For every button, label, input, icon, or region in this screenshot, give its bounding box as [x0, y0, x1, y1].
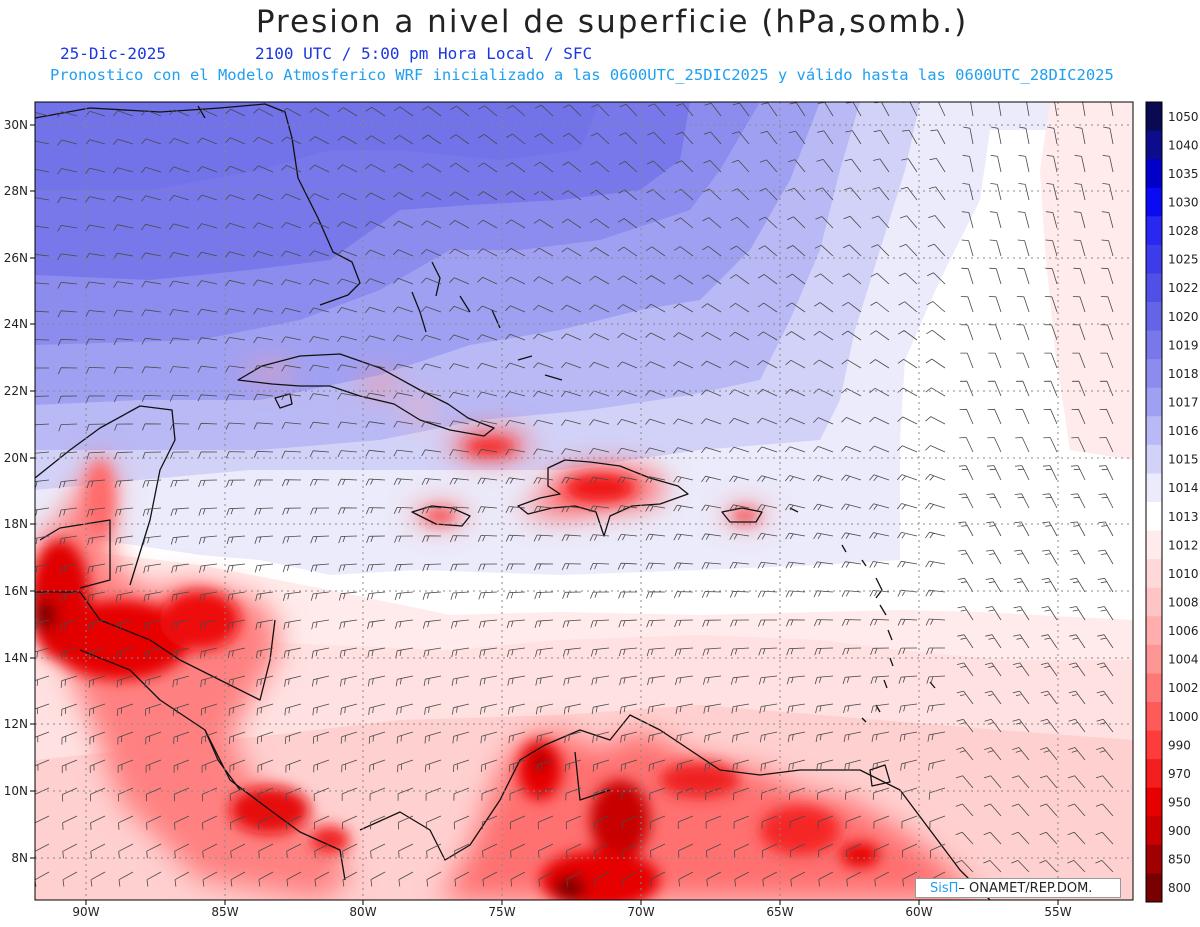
- map-frame: [34, 101, 1134, 901]
- legend-swatch: [1146, 873, 1162, 903]
- legend-swatch: [1146, 359, 1162, 389]
- legend-swatch: [1146, 159, 1162, 189]
- legend-swatch: [1146, 587, 1162, 617]
- lat-tick-label: 14N: [4, 651, 28, 665]
- legend-frame: [1145, 101, 1163, 903]
- lat-axis: 30N 28N 26N 24N 22N 20N 18N 16N 14N 12N …: [4, 118, 28, 865]
- credit-box: SisΠ– ONAMET/REP.DOM.: [915, 878, 1121, 898]
- legend-swatch: [1146, 330, 1162, 360]
- lat-tick-label: 18N: [4, 517, 28, 531]
- pressure-field: [35, 102, 1133, 900]
- legend-level-label: 1000: [1168, 710, 1199, 724]
- lat-tick-label: 20N: [4, 451, 28, 465]
- lon-tick-label: 60W: [905, 905, 932, 919]
- forecast-description: Pronostico con el Modelo Atmosferico WRF…: [50, 66, 1114, 84]
- legend-level-label: 1010: [1168, 567, 1199, 581]
- legend-level-label: 1050: [1168, 110, 1199, 124]
- legend-swatch: [1146, 787, 1162, 817]
- legend-level-label: 1002: [1168, 681, 1199, 695]
- credit-brand: SisΠ: [930, 881, 959, 896]
- color-legend: 1050 1040 1035 1030 1028 1025 1022 1020 1019 1018…: [1145, 101, 1199, 903]
- lon-tick-label: 65W: [766, 905, 793, 919]
- lon-axis: 90W 85W 80W 75W 70W 65W 60W 55W: [72, 905, 1071, 919]
- credit-org: – ONAMET/REP.DOM.: [958, 881, 1093, 896]
- legend-level-label: 1040: [1168, 138, 1199, 152]
- legend-swatch: [1146, 130, 1162, 160]
- lat-tick-label: 22N: [4, 384, 28, 398]
- lat-tick-label: 26N: [4, 251, 28, 265]
- legend-swatch: [1146, 502, 1162, 532]
- legend-level-label: 1006: [1168, 624, 1199, 638]
- legend-level-label: 1025: [1168, 253, 1199, 267]
- legend-level-label: 950: [1168, 796, 1191, 810]
- coastlines: [35, 103, 991, 900]
- legend-level-label: 1022: [1168, 281, 1199, 295]
- legend-swatch: [1146, 844, 1162, 874]
- legend-level-label: 1020: [1168, 310, 1199, 324]
- legend-swatch: [1146, 473, 1162, 503]
- legend-swatch: [1146, 102, 1162, 132]
- legend-level-label: 1014: [1168, 481, 1199, 495]
- legend-swatch: [1146, 387, 1162, 417]
- legend-level-label: 900: [1168, 824, 1191, 838]
- legend-swatch: [1146, 244, 1162, 274]
- legend-level-label: 1035: [1168, 167, 1199, 181]
- lat-tick-label: 12N: [4, 717, 28, 731]
- legend-swatch: [1146, 444, 1162, 474]
- legend-level-label: 1028: [1168, 224, 1199, 238]
- legend-level-label: 1013: [1168, 510, 1199, 524]
- legend-swatch: [1146, 702, 1162, 732]
- lon-tick-label: 80W: [349, 905, 376, 919]
- legend-swatch: [1146, 530, 1162, 560]
- graticule: [35, 102, 1133, 900]
- legend-swatch: [1146, 302, 1162, 332]
- lat-tick-label: 10N: [4, 784, 28, 798]
- axis-ticks: [30, 124, 1059, 905]
- lat-tick-label: 24N: [4, 317, 28, 331]
- legend-level-label: 1008: [1168, 596, 1199, 610]
- legend-level-label: 1017: [1168, 396, 1199, 410]
- legend-level-label: 1015: [1168, 453, 1199, 467]
- legend-level-label: 1012: [1168, 538, 1199, 552]
- lat-tick-label: 16N: [4, 584, 28, 598]
- legend-swatch: [1146, 673, 1162, 703]
- legend-level-label: 1030: [1168, 196, 1199, 210]
- wind-barbs: [35, 102, 1114, 887]
- lat-tick-label: 30N: [4, 118, 28, 132]
- legend-swatch: [1146, 759, 1162, 789]
- legend-swatch: [1146, 216, 1162, 246]
- legend-swatch: [1146, 616, 1162, 646]
- forecast-time: 2100 UTC / 5:00 pm Hora Local / SFC: [255, 44, 593, 63]
- legend-swatch: [1146, 644, 1162, 674]
- legend-swatch: [1146, 559, 1162, 589]
- legend-level-label: 970: [1168, 767, 1191, 781]
- legend-level-label: 1018: [1168, 367, 1199, 381]
- lon-tick-label: 55W: [1044, 905, 1071, 919]
- legend-swatch: [1146, 416, 1162, 446]
- wind-barb-paths: [35, 102, 1114, 887]
- legend-swatch: [1146, 816, 1162, 846]
- lat-tick-label: 8N: [11, 851, 28, 865]
- legend-level-label: 990: [1168, 738, 1191, 752]
- map-title: Presion a nivel de superficie (hPa,somb.…: [255, 4, 969, 40]
- lat-tick-label: 28N: [4, 184, 28, 198]
- forecast-date: 25-Dic-2025: [60, 44, 166, 63]
- legend-level-label: 1004: [1168, 653, 1199, 667]
- legend-swatch: [1146, 730, 1162, 760]
- legend-level-label: 850: [1168, 853, 1191, 867]
- lon-tick-label: 70W: [627, 905, 654, 919]
- legend-swatch: [1146, 273, 1162, 303]
- lon-tick-label: 90W: [72, 905, 99, 919]
- legend-swatch: [1146, 187, 1162, 217]
- lon-tick-label: 75W: [488, 905, 515, 919]
- legend-level-label: 800: [1168, 881, 1191, 895]
- lon-tick-label: 85W: [211, 905, 238, 919]
- legend-level-label: 1019: [1168, 338, 1199, 352]
- legend-level-label: 1016: [1168, 424, 1199, 438]
